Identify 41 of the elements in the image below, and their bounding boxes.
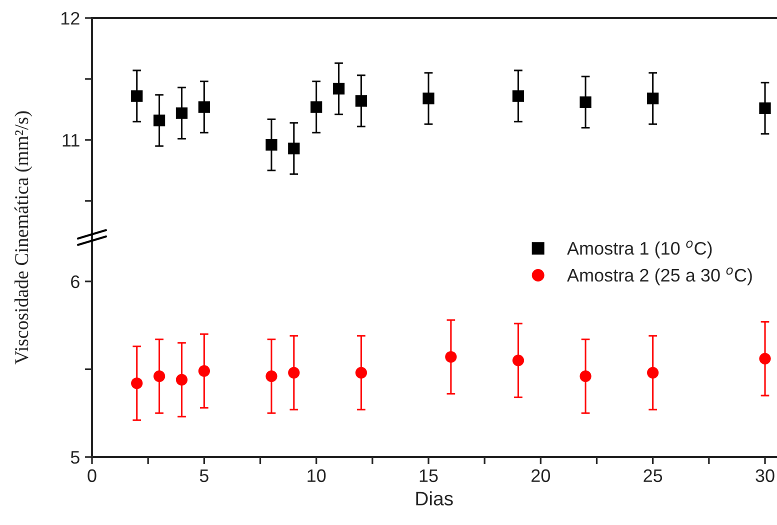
point <box>759 352 771 364</box>
point <box>176 374 188 386</box>
point <box>198 101 210 113</box>
point <box>153 370 166 382</box>
point <box>288 142 300 154</box>
point <box>580 96 592 108</box>
point <box>176 107 188 119</box>
point <box>445 351 457 363</box>
legend-label: Amostra 1 (10 $^{o}$C) <box>567 240 712 258</box>
point <box>153 114 166 126</box>
y-tick-label: 11 <box>62 134 80 146</box>
x-tick-label: 5 <box>200 469 208 482</box>
x-axis-title: Dias <box>416 491 453 506</box>
point <box>288 366 300 379</box>
point <box>266 139 278 151</box>
x-tick-label: 30 <box>756 469 774 482</box>
point <box>266 370 278 382</box>
point <box>512 354 524 366</box>
point <box>512 90 524 102</box>
point <box>580 370 592 382</box>
y-tick-label: 5 <box>70 451 80 464</box>
x-tick-label: 0 <box>88 469 96 482</box>
point <box>131 377 143 390</box>
point <box>332 82 345 95</box>
y-tick-label: 12 <box>61 12 80 25</box>
point <box>647 366 659 379</box>
y-tick-label: 6 <box>71 275 80 288</box>
x-tick-label: 10 <box>308 469 326 482</box>
point <box>355 366 368 379</box>
point <box>422 92 434 104</box>
point <box>647 92 659 104</box>
point <box>355 95 368 107</box>
x-tick-label: 20 <box>532 469 550 482</box>
legend-label: Amostra 2 (25 a 30 $^{o}$C) <box>567 267 752 286</box>
point <box>131 90 143 102</box>
point <box>759 102 771 114</box>
x-tick-label: 15 <box>420 469 438 482</box>
x-tick-label: 25 <box>644 469 662 482</box>
y-axis-title: Viscosidade Cinemática (mm²/s) <box>14 111 32 364</box>
point <box>198 365 210 377</box>
point <box>310 101 322 113</box>
